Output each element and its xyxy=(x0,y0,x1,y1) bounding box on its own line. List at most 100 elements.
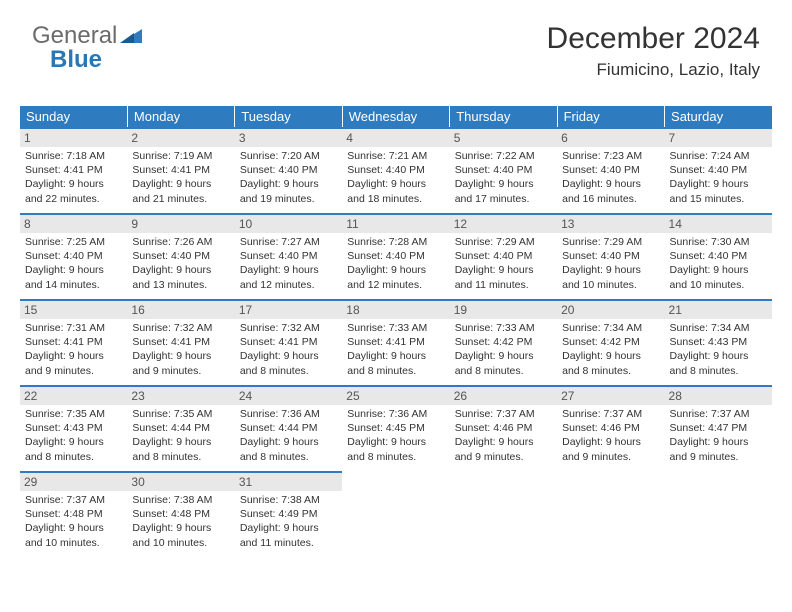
sunrise-text: Sunrise: 7:35 AM xyxy=(132,407,229,421)
calendar-day-cell: 4Sunrise: 7:21 AMSunset: 4:40 PMDaylight… xyxy=(342,127,449,213)
day-number: 30 xyxy=(127,471,234,491)
sunset-text: Sunset: 4:42 PM xyxy=(562,335,659,349)
daylight-text: Daylight: 9 hours xyxy=(562,435,659,449)
day-number: 27 xyxy=(557,385,664,405)
daylight-text: and 17 minutes. xyxy=(455,192,552,206)
day-number: 17 xyxy=(235,299,342,319)
sunset-text: Sunset: 4:40 PM xyxy=(455,249,552,263)
calendar-week-row: 29Sunrise: 7:37 AMSunset: 4:48 PMDayligh… xyxy=(20,471,772,557)
daylight-text: and 9 minutes. xyxy=(562,450,659,464)
logo-text-blue: Blue xyxy=(50,46,102,74)
calendar-day-cell: 31Sunrise: 7:38 AMSunset: 4:49 PMDayligh… xyxy=(235,471,342,557)
sunrise-text: Sunrise: 7:34 AM xyxy=(670,321,767,335)
day-number: 6 xyxy=(557,127,664,147)
weekday-header: Sunday xyxy=(20,106,127,127)
daylight-text: and 10 minutes. xyxy=(25,536,122,550)
day-number: 1 xyxy=(20,127,127,147)
daylight-text: and 16 minutes. xyxy=(562,192,659,206)
day-number: 7 xyxy=(665,127,772,147)
sunset-text: Sunset: 4:43 PM xyxy=(25,421,122,435)
sunrise-text: Sunrise: 7:33 AM xyxy=(347,321,444,335)
sunset-text: Sunset: 4:40 PM xyxy=(562,163,659,177)
sunset-text: Sunset: 4:43 PM xyxy=(670,335,767,349)
day-number: 22 xyxy=(20,385,127,405)
daylight-text: Daylight: 9 hours xyxy=(240,521,337,535)
sunset-text: Sunset: 4:41 PM xyxy=(25,335,122,349)
sunrise-text: Sunrise: 7:23 AM xyxy=(562,149,659,163)
calendar-day-cell: 2Sunrise: 7:19 AMSunset: 4:41 PMDaylight… xyxy=(127,127,234,213)
daylight-text: Daylight: 9 hours xyxy=(25,177,122,191)
daylight-text: Daylight: 9 hours xyxy=(347,349,444,363)
calendar-day-cell: 5Sunrise: 7:22 AMSunset: 4:40 PMDaylight… xyxy=(450,127,557,213)
calendar-body: 1Sunrise: 7:18 AMSunset: 4:41 PMDaylight… xyxy=(20,127,772,557)
sunrise-text: Sunrise: 7:38 AM xyxy=(240,493,337,507)
daylight-text: and 12 minutes. xyxy=(347,278,444,292)
day-number: 2 xyxy=(127,127,234,147)
sunrise-text: Sunrise: 7:32 AM xyxy=(240,321,337,335)
day-number: 24 xyxy=(235,385,342,405)
day-number: 21 xyxy=(665,299,772,319)
calendar-week-row: 1Sunrise: 7:18 AMSunset: 4:41 PMDaylight… xyxy=(20,127,772,213)
sunrise-text: Sunrise: 7:36 AM xyxy=(347,407,444,421)
day-number: 14 xyxy=(665,213,772,233)
daylight-text: and 13 minutes. xyxy=(132,278,229,292)
location-text: Fiumicino, Lazio, Italy xyxy=(547,60,760,80)
daylight-text: Daylight: 9 hours xyxy=(670,349,767,363)
calendar-day-cell: 12Sunrise: 7:29 AMSunset: 4:40 PMDayligh… xyxy=(450,213,557,299)
daylight-text: Daylight: 9 hours xyxy=(132,521,229,535)
calendar-day-cell: 6Sunrise: 7:23 AMSunset: 4:40 PMDaylight… xyxy=(557,127,664,213)
sunrise-text: Sunrise: 7:33 AM xyxy=(455,321,552,335)
day-number: 25 xyxy=(342,385,449,405)
calendar-day-cell: 20 Sunrise: 7:34 AMSunset: 4:42 PMDayligh… xyxy=(557,299,664,385)
daylight-text: and 9 minutes. xyxy=(25,364,122,378)
daylight-text: and 9 minutes. xyxy=(455,450,552,464)
sunrise-text: Sunrise: 7:26 AM xyxy=(132,235,229,249)
daylight-text: Daylight: 9 hours xyxy=(240,263,337,277)
daylight-text: Daylight: 9 hours xyxy=(562,263,659,277)
sunset-text: Sunset: 4:40 PM xyxy=(670,163,767,177)
month-title: December 2024 xyxy=(547,22,760,56)
sunset-text: Sunset: 4:49 PM xyxy=(240,507,337,521)
calendar-day-cell: 18Sunrise: 7:33 AMSunset: 4:41 PMDayligh… xyxy=(342,299,449,385)
calendar-day-cell: 3Sunrise: 7:20 AMSunset: 4:40 PMDaylight… xyxy=(235,127,342,213)
daylight-text: and 10 minutes. xyxy=(562,278,659,292)
logo-triangle-icon xyxy=(120,22,142,50)
daylight-text: Daylight: 9 hours xyxy=(455,177,552,191)
day-number: 20 xyxy=(557,299,664,319)
daylight-text: Daylight: 9 hours xyxy=(132,349,229,363)
calendar-day-cell: 22Sunrise: 7:35 AMSunset: 4:43 PMDayligh… xyxy=(20,385,127,471)
sunrise-text: Sunrise: 7:29 AM xyxy=(455,235,552,249)
calendar-day-cell: 26Sunrise: 7:37 AMSunset: 4:46 PMDayligh… xyxy=(450,385,557,471)
daylight-text: Daylight: 9 hours xyxy=(347,435,444,449)
calendar-day-cell: 11Sunrise: 7:28 AMSunset: 4:40 PMDayligh… xyxy=(342,213,449,299)
sunset-text: Sunset: 4:40 PM xyxy=(132,249,229,263)
daylight-text: and 11 minutes. xyxy=(240,536,337,550)
calendar-week-row: 8Sunrise: 7:25 AMSunset: 4:40 PMDaylight… xyxy=(20,213,772,299)
sunrise-text: Sunrise: 7:37 AM xyxy=(455,407,552,421)
daylight-text: and 10 minutes. xyxy=(132,536,229,550)
sunset-text: Sunset: 4:45 PM xyxy=(347,421,444,435)
day-number: 4 xyxy=(342,127,449,147)
calendar-day-cell: 28Sunrise: 7:37 AMSunset: 4:47 PMDayligh… xyxy=(665,385,772,471)
daylight-text: and 9 minutes. xyxy=(670,450,767,464)
weekday-header: Saturday xyxy=(665,106,772,127)
calendar-day-cell: 10Sunrise: 7:27 AMSunset: 4:40 PMDayligh… xyxy=(235,213,342,299)
day-number: 5 xyxy=(450,127,557,147)
calendar-day-cell: 29Sunrise: 7:37 AMSunset: 4:48 PMDayligh… xyxy=(20,471,127,557)
sunrise-text: Sunrise: 7:19 AM xyxy=(132,149,229,163)
sunset-text: Sunset: 4:41 PM xyxy=(25,163,122,177)
day-number: 8 xyxy=(20,213,127,233)
sunset-text: Sunset: 4:46 PM xyxy=(455,421,552,435)
daylight-text: Daylight: 9 hours xyxy=(562,349,659,363)
calendar-day-cell: 27Sunrise: 7:37 AMSunset: 4:46 PMDayligh… xyxy=(557,385,664,471)
sunset-text: Sunset: 4:44 PM xyxy=(240,421,337,435)
calendar-day-cell: 19Sunrise: 7:33 AMSunset: 4:42 PMDayligh… xyxy=(450,299,557,385)
weekday-header: Wednesday xyxy=(342,106,449,127)
day-number: 11 xyxy=(342,213,449,233)
sunset-text: Sunset: 4:48 PM xyxy=(25,507,122,521)
sunrise-text: Sunrise: 7:34 AM xyxy=(562,321,659,335)
sunrise-text: Sunrise: 7:24 AM xyxy=(670,149,767,163)
sunrise-text: Sunrise: 7:21 AM xyxy=(347,149,444,163)
day-number: 16 xyxy=(127,299,234,319)
sunrise-text: Sunrise: 7:31 AM xyxy=(25,321,122,335)
